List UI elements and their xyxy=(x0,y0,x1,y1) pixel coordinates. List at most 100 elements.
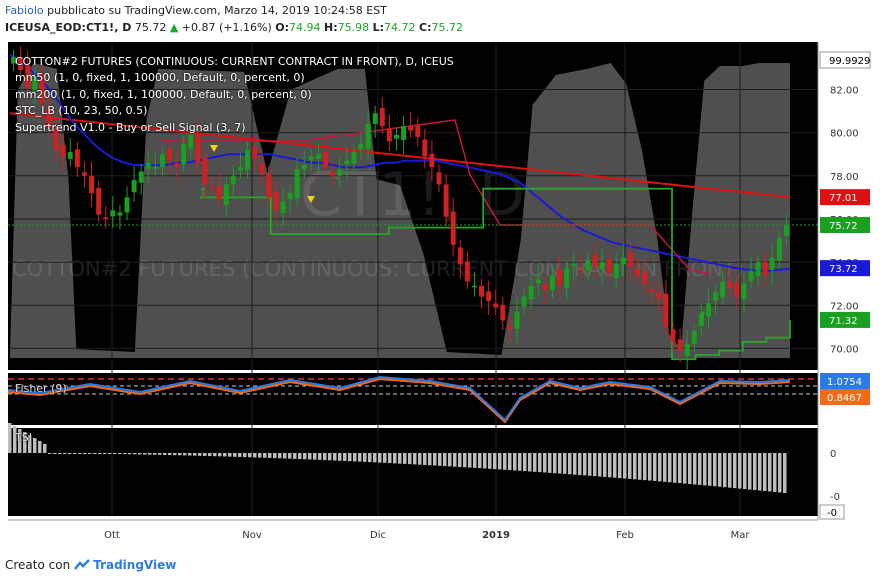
candle-body xyxy=(627,252,633,267)
candle-body xyxy=(103,217,109,219)
tsi-bar xyxy=(693,453,697,485)
tsi-bar xyxy=(193,453,197,456)
open-value: 74.94 xyxy=(289,21,321,34)
legend-ma50[interactable]: mm50 (1, 0, fixed, 1, 100000, Default, 0… xyxy=(15,71,305,84)
candle-body xyxy=(181,143,187,165)
legend-supertrend[interactable]: Supertrend V1.0 - Buy or Sell Signal (3,… xyxy=(15,121,246,134)
tsi-bar xyxy=(368,453,372,463)
candle-body xyxy=(344,160,350,165)
tsi-bar xyxy=(338,453,342,461)
candle-body xyxy=(670,329,676,342)
tsi-bar xyxy=(278,453,282,459)
tsi-bar xyxy=(73,453,77,454)
tsi-bar xyxy=(188,453,192,456)
buy-signal-icon xyxy=(200,187,206,196)
tsi-bar xyxy=(483,453,487,469)
candle-body xyxy=(223,184,229,205)
tradingview-brand[interactable]: TradingView xyxy=(93,558,177,572)
candle-body xyxy=(67,152,73,159)
legend-ma200[interactable]: mm200 (1, 0, fixed, 1, 100000, Default, … xyxy=(15,88,312,101)
candle-body xyxy=(776,238,782,261)
candle-body xyxy=(727,281,733,288)
candle-body xyxy=(578,269,584,271)
close-label: C: xyxy=(419,21,432,34)
tsi-bar xyxy=(303,453,307,460)
candle-body xyxy=(11,57,17,64)
tsi-bar xyxy=(313,453,317,460)
legend-tsi[interactable]: TSI xyxy=(15,431,32,444)
time-tick-label: Feb xyxy=(616,530,634,541)
legend-fisher[interactable]: Fisher (9) xyxy=(15,382,67,395)
tsi-bar xyxy=(113,453,117,454)
candle-body xyxy=(514,311,520,329)
tsi-bar xyxy=(78,453,82,454)
tsi-badge-label: -0 xyxy=(827,508,837,519)
candle-body xyxy=(528,285,534,300)
price-tick-label: 82.00 xyxy=(830,85,859,96)
time-tick-label: Mar xyxy=(731,530,751,541)
tsi-bar xyxy=(633,453,637,480)
high-label: H: xyxy=(324,21,338,34)
candle-body xyxy=(479,285,485,297)
candle-body xyxy=(741,283,747,300)
tsi-bar xyxy=(208,453,212,457)
tsi-bar xyxy=(458,453,462,467)
time-tick-label: Dic xyxy=(370,530,386,541)
candle-body xyxy=(230,175,236,185)
stc-signal-line xyxy=(159,119,711,275)
fisher-badge-label: 1.0754 xyxy=(827,377,862,388)
candle-body xyxy=(245,149,251,170)
candle-body xyxy=(713,292,719,301)
tsi-bar xyxy=(523,453,527,472)
tsi-bar xyxy=(628,453,632,479)
candle-body xyxy=(415,125,421,137)
supertrend-line xyxy=(200,187,791,361)
candle-body xyxy=(124,197,130,213)
tsi-bar xyxy=(763,453,767,492)
tsi-bar xyxy=(228,453,232,457)
candle-body xyxy=(401,126,407,140)
tsi-bar xyxy=(198,453,202,456)
candle-body xyxy=(195,134,201,163)
tsi-bar xyxy=(38,441,42,453)
tsi-bar xyxy=(603,453,607,477)
tsi-bar xyxy=(688,453,692,485)
candle-body xyxy=(138,171,144,183)
candle-body xyxy=(32,76,38,90)
candle-body xyxy=(372,113,378,124)
tsi-bar xyxy=(63,453,67,454)
tsi-bar xyxy=(238,453,242,457)
low-label: L: xyxy=(372,21,385,34)
legend-stc[interactable]: STC_LB (10, 23, 50, 0.5) xyxy=(15,104,148,117)
candle-body xyxy=(564,268,570,289)
fisher-badge-label: 0.8467 xyxy=(827,393,862,404)
tsi-bar xyxy=(683,453,687,484)
tsi-bar xyxy=(168,453,172,456)
tsi-bar xyxy=(68,453,72,454)
tsi-bar xyxy=(413,453,417,465)
tsi-bar xyxy=(428,453,432,466)
tsi-bar xyxy=(658,453,662,482)
tsi-bar xyxy=(138,453,142,455)
tsi-bar xyxy=(768,453,772,492)
watermark-symbol: CT1!, D xyxy=(300,160,525,230)
tsi-bar xyxy=(158,453,162,455)
tsi-bar xyxy=(163,453,167,455)
tsi-bar xyxy=(378,453,382,463)
price-badge xyxy=(819,51,871,69)
candle-body xyxy=(60,144,66,157)
author-name[interactable]: Fabiolo xyxy=(5,4,44,17)
tsi-bar xyxy=(623,453,627,479)
tsi-bar xyxy=(178,453,182,456)
tsi-bar xyxy=(18,429,22,453)
tsi-badge xyxy=(819,504,845,520)
candle-body xyxy=(152,167,158,169)
tsi-bar xyxy=(328,453,332,461)
price-badge-label: 77.01 xyxy=(829,193,858,204)
tsi-tick-label: -0 xyxy=(830,492,840,503)
tsi-bar xyxy=(678,453,682,484)
candle-body xyxy=(358,143,364,150)
tsi-bar xyxy=(583,453,587,476)
candle-body xyxy=(769,257,775,270)
